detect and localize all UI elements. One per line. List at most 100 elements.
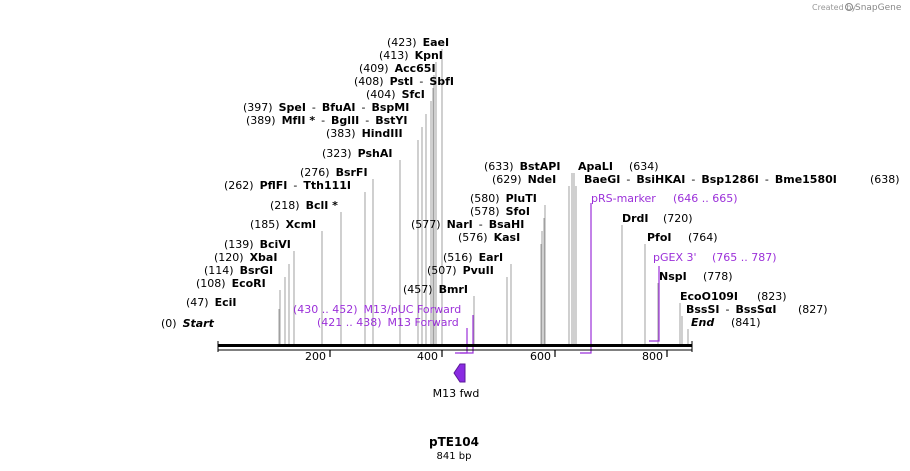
label-part[interactable]: SbfI [429, 75, 454, 88]
label-part[interactable]: BssSI [686, 303, 720, 316]
site-label-36[interactable]: NspI (778) [659, 270, 733, 283]
label-part[interactable]: HindIII [362, 127, 403, 140]
site-label-12[interactable]: (389) MfII * - BglII - BstYI [246, 114, 407, 127]
m13-fwd-label[interactable]: M13 fwd [433, 387, 480, 400]
label-part[interactable]: BsrGI [240, 264, 273, 277]
label-part[interactable]: EaeI [423, 36, 450, 49]
label-part[interactable]: - [725, 303, 729, 316]
site-label-35[interactable]: pGEX 3' (765 .. 787) [653, 251, 777, 264]
label-part[interactable]: BglII [331, 114, 359, 127]
label-part[interactable]: - [765, 173, 769, 186]
label-part[interactable]: - [691, 173, 695, 186]
label-part[interactable]: - [626, 173, 630, 186]
site-label-23[interactable]: (516) EarI [443, 251, 503, 264]
site-label-10[interactable]: (323) PshAI [322, 147, 392, 160]
label-part[interactable]: NspI [659, 270, 687, 283]
site-label-6[interactable]: (185) XcmI [250, 218, 316, 231]
site-label-15[interactable]: (408) PstI - SbfI [354, 75, 454, 88]
label-part[interactable]: EcoO109I [680, 290, 738, 303]
label-part[interactable]: - [293, 179, 297, 192]
label-part[interactable]: EciI [215, 296, 237, 309]
site-label-4[interactable]: (120) XbaI [214, 251, 277, 264]
label-part[interactable]: BclI * [306, 199, 339, 212]
site-label-30[interactable]: ApaLI (634) [578, 160, 659, 173]
label-part[interactable]: SpeI [279, 101, 306, 114]
label-part[interactable]: ApaLI [578, 160, 613, 173]
label-part[interactable]: BciVI [260, 238, 291, 251]
site-label-32[interactable]: pRS-marker (646 .. 665) [591, 192, 738, 205]
site-label-20[interactable]: (430 .. 452) M13/pUC Forward [293, 303, 461, 316]
site-label-22[interactable]: (507) PvuII [427, 264, 494, 277]
label-part[interactable]: BsiHKAI [636, 173, 685, 186]
label-part[interactable]: PvuII [463, 264, 494, 277]
label-part[interactable]: Bsp1286I [701, 173, 759, 186]
site-label-19[interactable]: (421 .. 438) M13 Forward [317, 316, 459, 329]
label-part[interactable]: Start [183, 317, 215, 330]
site-label-13[interactable]: (397) SpeI - BfuAI - BspMI [243, 101, 409, 114]
site-label-28[interactable]: (629) NdeI [492, 173, 556, 186]
site-label-1[interactable]: (47) EciI [186, 296, 236, 309]
label-part[interactable]: KasI [494, 231, 521, 244]
label-part[interactable]: pGEX 3' [653, 251, 697, 264]
label-part[interactable]: pRS-marker [591, 192, 656, 205]
label-part[interactable]: - [365, 114, 369, 127]
label-part[interactable]: BfuAI [322, 101, 356, 114]
label-part[interactable]: - [312, 101, 316, 114]
site-label-21[interactable]: (457) BmrI [403, 283, 468, 296]
label-part[interactable]: PshAI [358, 147, 393, 160]
label-part[interactable]: PflFI [260, 179, 288, 192]
site-label-38[interactable]: BssSI - BssSαI (827) [686, 303, 828, 316]
label-part[interactable]: XbaI [250, 251, 278, 264]
site-label-9[interactable]: (276) BsrFI [300, 166, 368, 179]
site-label-16[interactable]: (409) Acc65I [359, 62, 436, 75]
site-label-0[interactable]: (0) Start [161, 317, 215, 330]
label-part[interactable]: SfoI [506, 205, 530, 218]
label-part[interactable]: BspMI [371, 101, 409, 114]
site-label-14[interactable]: (404) SfcI [366, 88, 425, 101]
label-part[interactable]: PluTI [506, 192, 537, 205]
label-part[interactable]: BsaHI [489, 218, 525, 231]
label-part[interactable]: KpnI [415, 49, 443, 62]
label-part[interactable]: XcmI [286, 218, 317, 231]
label-part[interactable]: Acc65I [395, 62, 436, 75]
label-part[interactable]: DrdI [622, 212, 649, 225]
label-part[interactable]: Tth111I [303, 179, 351, 192]
site-label-29[interactable]: (633) BstAPI [484, 160, 560, 173]
m13-fwd-feature-arrow[interactable] [453, 363, 466, 383]
label-part[interactable]: EcoRI [232, 277, 266, 290]
site-label-2[interactable]: (108) EcoRI [196, 277, 266, 290]
label-part[interactable]: MfII * [282, 114, 316, 127]
label-part[interactable]: NdeI [528, 173, 557, 186]
credit-brand[interactable]: SnapGene [855, 3, 902, 13]
label-part[interactable]: BmrI [439, 283, 468, 296]
site-label-11[interactable]: (383) HindIII [326, 127, 403, 140]
site-label-8[interactable]: (262) PflFI - Tth111I [224, 179, 351, 192]
label-part[interactable]: PfoI [647, 231, 672, 244]
label-part[interactable]: EarI [479, 251, 503, 264]
site-label-37[interactable]: EcoO109I (823) [680, 290, 787, 303]
site-label-33[interactable]: DrdI (720) [622, 212, 693, 225]
label-part[interactable]: M13 Forward [388, 316, 459, 329]
label-part[interactable]: - [419, 75, 423, 88]
site-label-25[interactable]: (577) NarI - BsaHI [411, 218, 524, 231]
label-part[interactable]: - [362, 101, 366, 114]
site-label-5[interactable]: (139) BciVI [224, 238, 291, 251]
site-label-31[interactable]: BaeGI - BsiHKAI - Bsp1286I - Bme1580I (638) [584, 173, 900, 186]
label-part[interactable]: SfcI [402, 88, 425, 101]
label-part[interactable]: M13/pUC Forward [364, 303, 462, 316]
site-label-7[interactable]: (218) BclI * [270, 199, 338, 212]
label-part[interactable]: NarI [447, 218, 473, 231]
site-label-24[interactable]: (576) KasI [458, 231, 520, 244]
site-label-34[interactable]: PfoI (764) [647, 231, 718, 244]
site-label-17[interactable]: (413) KpnI [379, 49, 443, 62]
label-part[interactable]: BssSαI [735, 303, 776, 316]
site-label-39[interactable]: End (841) [691, 316, 761, 329]
site-label-26[interactable]: (578) SfoI [470, 205, 530, 218]
label-part[interactable]: BstAPI [520, 160, 561, 173]
label-part[interactable]: Bme1580I [775, 173, 837, 186]
label-part[interactable]: - [321, 114, 325, 127]
label-part[interactable]: BaeGI [584, 173, 620, 186]
site-label-3[interactable]: (114) BsrGI [204, 264, 273, 277]
site-label-18[interactable]: (423) EaeI [387, 36, 449, 49]
label-part[interactable]: PstI [390, 75, 414, 88]
